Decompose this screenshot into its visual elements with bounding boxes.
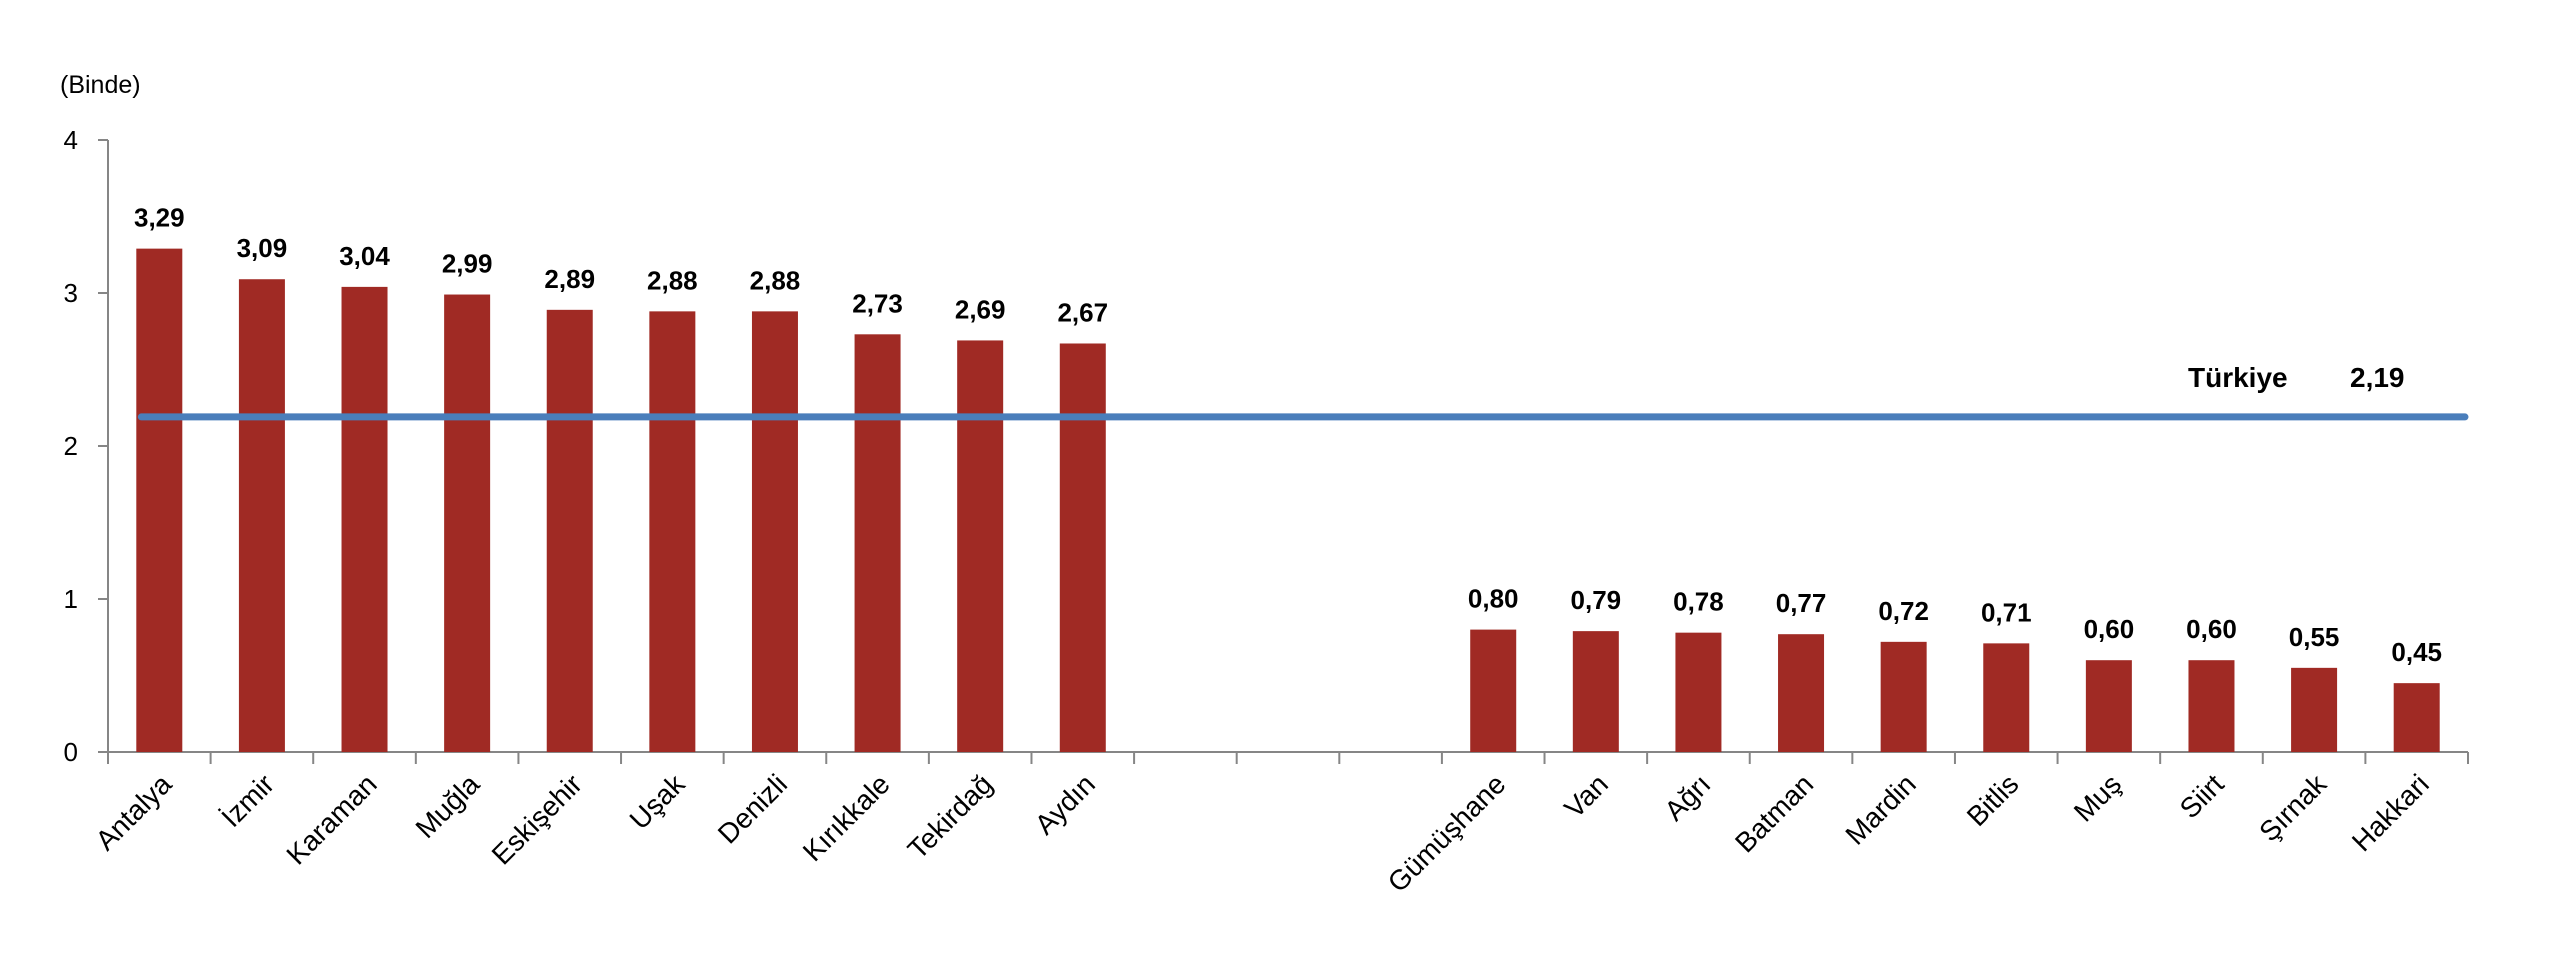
- reference-line-value: 2,19: [2350, 362, 2405, 393]
- data-label: 3,04: [339, 241, 390, 271]
- axes: 0 1 2 3 4: [64, 125, 2469, 767]
- data-label: 3,29: [134, 203, 185, 233]
- data-label: 0,79: [1571, 585, 1622, 615]
- bars: [136, 248, 2440, 752]
- category-label: Ağrı: [1658, 768, 1716, 826]
- bar: [1675, 632, 1722, 752]
- data-label: 2,67: [1057, 297, 1108, 327]
- y-tick-label: 3: [64, 278, 78, 308]
- bar: [2188, 660, 2235, 752]
- category-label: Batman: [1729, 768, 1819, 858]
- data-label: 2,73: [852, 288, 903, 318]
- data-label: 0,78: [1673, 587, 1724, 617]
- category-label: Mardin: [1839, 768, 1921, 850]
- data-label: 0,60: [2186, 614, 2237, 644]
- bar: [649, 311, 696, 752]
- category-label: Eskişehir: [486, 768, 588, 870]
- data-label: 0,71: [1981, 597, 2032, 627]
- reference-line-group: Türkiye 2,19: [137, 362, 2469, 421]
- data-label: 0,60: [2084, 614, 2135, 644]
- bar: [2085, 660, 2132, 752]
- bar: [546, 309, 593, 752]
- category-label: Muş: [2068, 768, 2127, 827]
- data-label: 0,77: [1776, 588, 1827, 618]
- category-label: Siirt: [2174, 768, 2230, 824]
- bar: [957, 340, 1004, 752]
- y-tick-label: 1: [64, 584, 78, 614]
- category-label: Şırnak: [2253, 768, 2333, 848]
- bar: [341, 286, 388, 752]
- bar: [2393, 683, 2440, 752]
- category-label: Antalya: [90, 768, 178, 856]
- y-axis-unit-label: (Binde): [60, 71, 141, 99]
- bar: [2291, 667, 2338, 752]
- data-label: 3,09: [237, 233, 288, 263]
- category-label: Bitlis: [1961, 768, 2025, 832]
- category-label: Uşak: [624, 768, 692, 836]
- data-label: 0,45: [2391, 637, 2442, 667]
- bar: [1778, 634, 1825, 752]
- bar: [751, 311, 798, 752]
- y-tick-label: 2: [64, 431, 78, 461]
- bar: [1983, 643, 2030, 752]
- category-label: Kırıkkale: [797, 768, 896, 867]
- bar: [854, 334, 901, 752]
- bar: [1470, 629, 1517, 752]
- bar: [238, 279, 285, 752]
- category-label: Aydın: [1029, 768, 1101, 840]
- data-label: 0,80: [1468, 584, 1519, 614]
- category-label: Karaman: [280, 768, 382, 870]
- data-label: 0,72: [1878, 596, 1929, 626]
- data-label: 2,99: [442, 249, 493, 279]
- data-label: 2,88: [647, 265, 698, 295]
- data-label: 2,88: [750, 265, 801, 295]
- category-label: İzmir: [215, 768, 280, 833]
- category-label: Van: [1558, 768, 1614, 824]
- category-label: Denizli: [712, 768, 793, 849]
- category-label: Tekirdağ: [902, 768, 999, 865]
- reference-line-label: Türkiye: [2188, 362, 2288, 393]
- category-label: Gümüşhane: [1382, 768, 1512, 898]
- y-tick-label: 0: [64, 737, 78, 767]
- category-label: Muğla: [410, 768, 486, 844]
- bar: [444, 294, 491, 752]
- category-labels: Antalya İzmir Karaman Muğla Eskişehir Uşak Den…: [90, 768, 2435, 898]
- data-label: 0,55: [2289, 622, 2340, 652]
- bar: [1059, 343, 1106, 752]
- data-labels: 3,29 3,09 3,04 2,99 2,89 2,88 2,88 2,73 2,69 2,67…: [134, 203, 2442, 668]
- category-label: Hakkari: [2346, 768, 2435, 857]
- data-label: 2,89: [544, 264, 595, 294]
- bar: [1572, 631, 1619, 752]
- bar: [1880, 641, 1927, 752]
- y-tick-label: 4: [64, 125, 78, 155]
- data-label: 2,69: [955, 294, 1006, 324]
- bar: [136, 248, 183, 752]
